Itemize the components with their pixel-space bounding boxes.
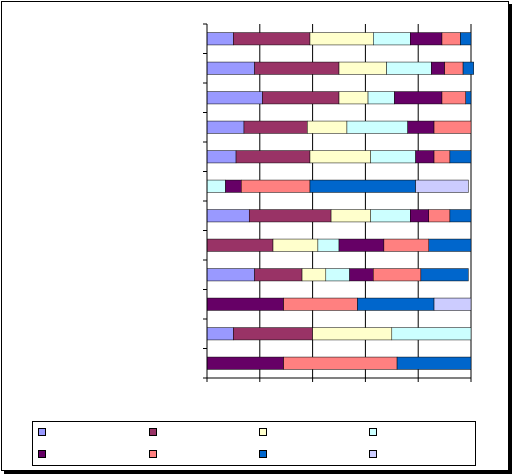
- bar-segment: [206, 150, 237, 164]
- bar-segment: [415, 150, 435, 164]
- bar-segment: [338, 61, 387, 75]
- bar-segment: [338, 238, 385, 252]
- bar-segment: [346, 120, 408, 134]
- bar-segment: [254, 61, 340, 75]
- bar-segment: [433, 297, 472, 311]
- bar-segment: [370, 150, 416, 164]
- bar-segment: [301, 268, 327, 282]
- bar-segment: [449, 209, 472, 223]
- chart-area: [1, 1, 509, 471]
- bar-segment: [396, 356, 472, 370]
- bar-segment: [233, 32, 311, 46]
- legend: [32, 421, 476, 466]
- bar-segment: [206, 297, 284, 311]
- bar-segment: [415, 179, 469, 193]
- bar-segment: [283, 356, 398, 370]
- bar-segment: [410, 32, 443, 46]
- bar-segment: [262, 91, 340, 105]
- bar-segment: [317, 238, 340, 252]
- bar-segment: [357, 297, 435, 311]
- bar-segment: [460, 32, 472, 46]
- bar-segment: [206, 61, 255, 75]
- bar-segment: [428, 238, 472, 252]
- bar-segment: [206, 238, 274, 252]
- bar-segment: [407, 120, 435, 134]
- legend-swatch: [369, 450, 377, 458]
- bar-segment: [206, 120, 245, 134]
- legend-swatch: [38, 428, 46, 436]
- bar-segment: [225, 179, 242, 193]
- bar-segment: [206, 327, 234, 341]
- bar-segment: [444, 61, 464, 75]
- bar-segment: [309, 32, 374, 46]
- bar-segment: [206, 179, 226, 193]
- legend-swatch: [38, 450, 46, 458]
- bar-segment: [206, 268, 255, 282]
- bar-segment: [325, 268, 350, 282]
- bar-segment: [428, 209, 451, 223]
- legend-item: [369, 450, 377, 458]
- bar-segment: [367, 91, 395, 105]
- bar-segment: [243, 120, 308, 134]
- bar-segment: [312, 327, 393, 341]
- bar-segment: [206, 91, 263, 105]
- legend-swatch: [149, 450, 157, 458]
- bar-segment: [349, 268, 374, 282]
- legend-item: [369, 428, 377, 436]
- legend-item: [259, 428, 267, 436]
- bar-segment: [386, 61, 432, 75]
- bar-segment: [410, 209, 430, 223]
- bar-segment: [309, 179, 416, 193]
- bar-segment: [433, 150, 451, 164]
- legend-swatch: [149, 428, 157, 436]
- bar-segment: [373, 268, 422, 282]
- bar-segment: [441, 32, 461, 46]
- bar-segment: [394, 91, 443, 105]
- bar-segment: [309, 150, 371, 164]
- bar-segment: [241, 179, 311, 193]
- bar-segment: [330, 209, 371, 223]
- legend-swatch: [259, 428, 267, 436]
- legend-swatch: [259, 450, 267, 458]
- grid-layer: [206, 24, 472, 378]
- bar-segment: [373, 32, 411, 46]
- bar-segment: [206, 356, 284, 370]
- legend-item: [38, 450, 46, 458]
- bar-segment: [370, 209, 411, 223]
- legend-item: [259, 450, 267, 458]
- bar-segment: [307, 120, 348, 134]
- bar-segment: [462, 61, 474, 75]
- bar-segment: [383, 238, 430, 252]
- bars-layer: [206, 32, 474, 370]
- bar-segment: [272, 238, 319, 252]
- bar-segment: [338, 91, 369, 105]
- bar-segment: [420, 268, 469, 282]
- bar-segment: [206, 209, 250, 223]
- bar-segment: [441, 91, 466, 105]
- legend-item: [38, 428, 46, 436]
- bar-segment: [433, 120, 472, 134]
- bar-segment: [283, 297, 358, 311]
- legend-item: [149, 450, 157, 458]
- legend-item: [149, 428, 157, 436]
- bar-segment: [233, 327, 313, 341]
- legend-swatch: [369, 428, 377, 436]
- bar-segment: [248, 209, 332, 223]
- bar-segment: [465, 91, 472, 105]
- bar-segment: [431, 61, 445, 75]
- bar-segment: [449, 150, 472, 164]
- bar-segment: [254, 268, 303, 282]
- bar-segment: [391, 327, 472, 341]
- bar-segment: [206, 32, 234, 46]
- axis-layer: [203, 23, 472, 382]
- bar-segment: [235, 150, 311, 164]
